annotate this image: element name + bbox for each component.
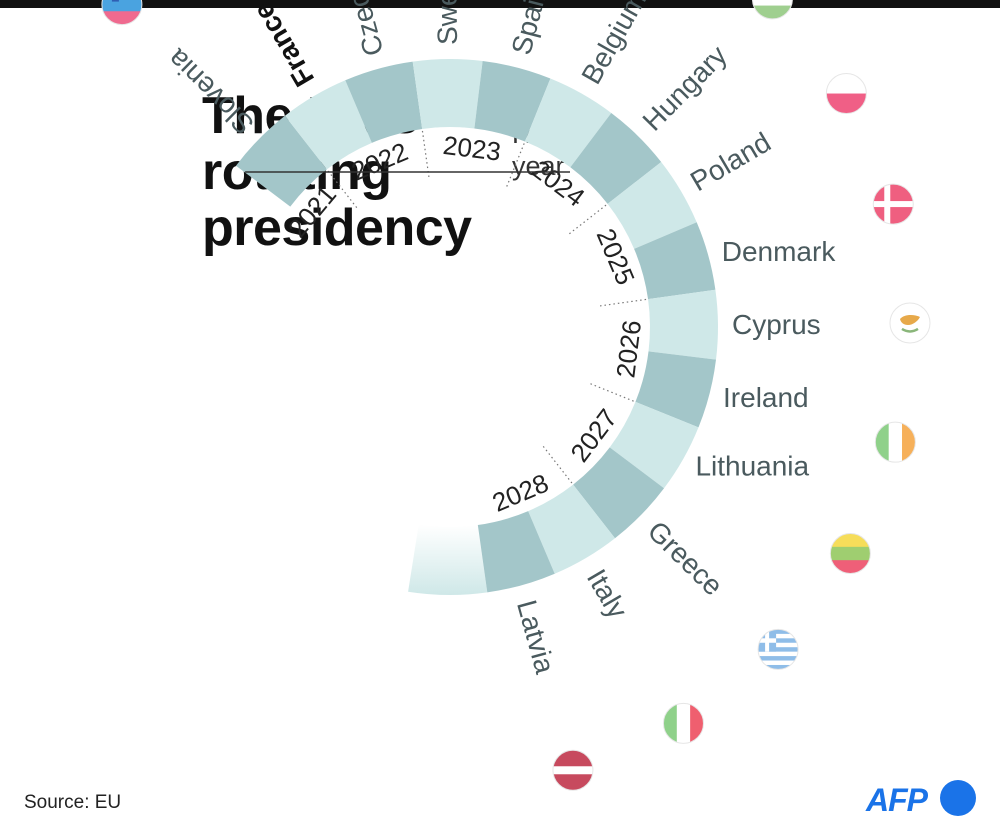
country-label-greece: Greece: [642, 515, 729, 601]
denmark-flag-icon: [872, 183, 914, 225]
country-label-sweden: Sweden: [431, 0, 463, 45]
ring-segment-belgium: [524, 78, 612, 168]
country-label-latvia: Latvia: [511, 597, 561, 678]
country-label-denmark: Denmark: [722, 236, 837, 267]
year-divider: [421, 130, 430, 179]
ring-tail-fade: [408, 524, 488, 595]
ring-segment-lithuania: [609, 401, 699, 489]
country-label-czech-rep: Czech Rep.: [321, 0, 390, 59]
ring-segment-hungary: [570, 112, 662, 204]
latvia-flag-icon: [552, 749, 594, 791]
top-bar: [0, 0, 1000, 8]
ring-segment-czech-rep: [345, 61, 423, 143]
italy-flag-icon: [662, 702, 704, 744]
year-label-2026: 2026: [610, 318, 647, 379]
ring-segment-italy: [528, 484, 615, 574]
country-label-france: France: [247, 0, 320, 92]
country-label-italy: Italy: [581, 564, 634, 624]
afp-logo-dot: [940, 780, 976, 816]
ring-segment-sweden: [412, 59, 483, 129]
country-label-spain: Spain: [506, 0, 554, 58]
country-label-belgium: Belgium: [575, 0, 652, 89]
ring-segment-france: [285, 80, 372, 170]
ring-segment-cyprus: [648, 289, 718, 360]
year-divider: [588, 382, 634, 402]
ring-segment-greece: [573, 447, 665, 539]
ring-segment-denmark: [634, 222, 716, 300]
cyprus-flag-icon: [889, 302, 931, 344]
poland-flag-icon: [825, 73, 867, 115]
ring-segment-latvia: [477, 511, 555, 593]
country-label-ireland: Ireland: [723, 382, 809, 413]
source-credit: Source: EU: [24, 792, 122, 813]
ring-segment-slovenia: [235, 115, 327, 207]
ireland-flag-icon: [874, 421, 916, 463]
year-divider: [598, 298, 647, 307]
title-line-3: presidency: [202, 199, 472, 257]
lithuania-flag-icon: [829, 533, 871, 575]
ring-segment-poland: [607, 162, 697, 249]
hungary-flag-icon: [751, 0, 793, 20]
slovenia-flag-icon: [101, 0, 143, 26]
country-label-hungary: Hungary: [637, 40, 733, 137]
year-divider: [505, 143, 525, 189]
country-label-cyprus: Cyprus: [732, 309, 821, 340]
year-label-2023: 2023: [441, 130, 502, 167]
ring-segment-ireland: [635, 351, 716, 428]
country-label-lithuania: Lithuania: [695, 450, 809, 481]
afp-logo: AFP: [866, 782, 928, 818]
ring-segment-spain: [474, 61, 551, 142]
country-label-poland: Poland: [685, 126, 776, 197]
country-label-slovenia: Slovenia: [161, 43, 260, 141]
greece-flag-icon: [757, 628, 799, 670]
